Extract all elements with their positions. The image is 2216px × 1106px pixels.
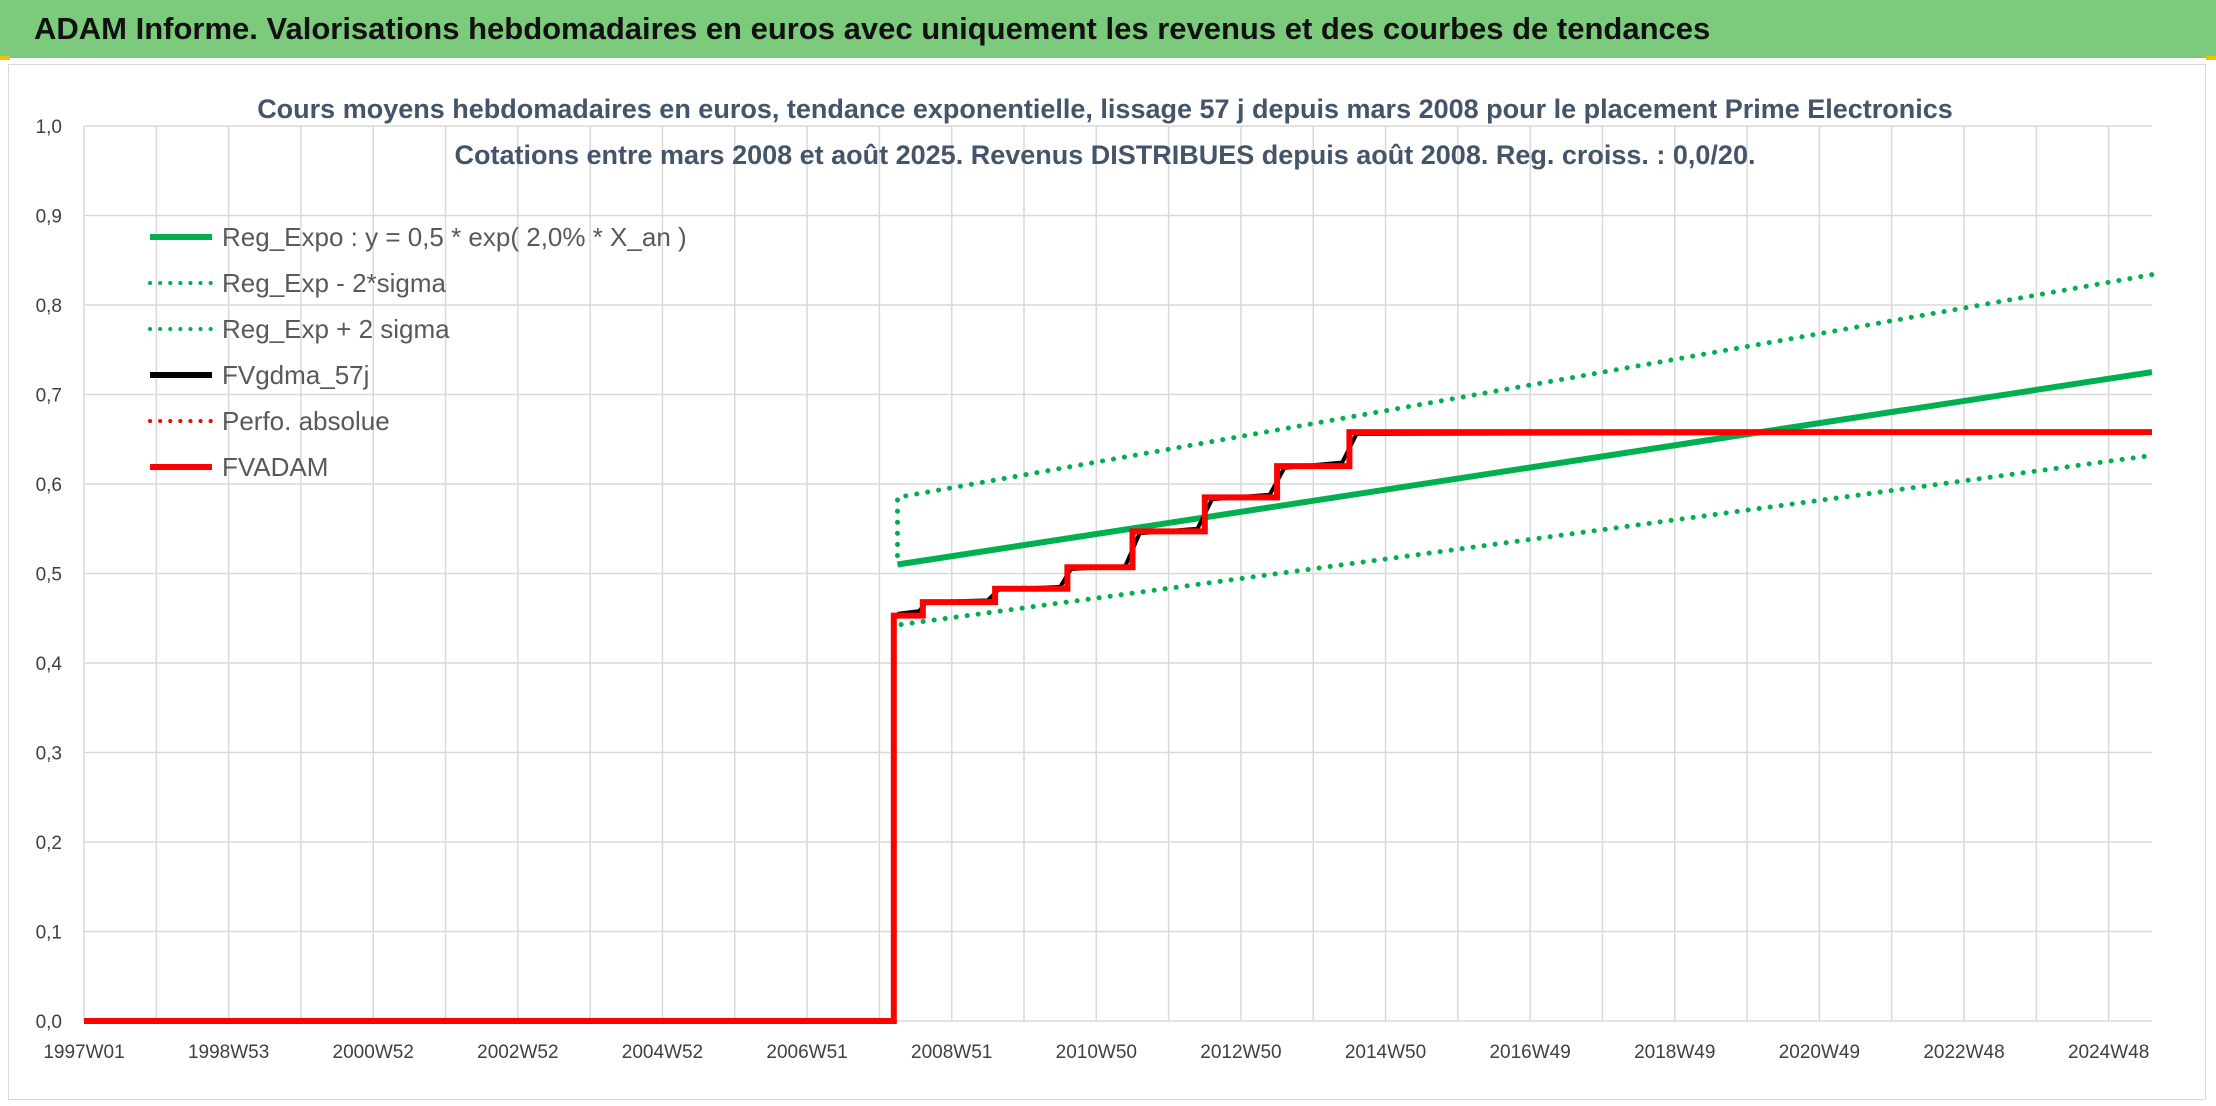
y-tick-label: 1,0 (36, 117, 62, 138)
report-title: ADAM Informe. Valorisations hebdomadaire… (34, 11, 1711, 46)
chart-subtitle: Cotations entre mars 2008 et août 2025. … (455, 140, 1756, 170)
y-tick-label: 0,6 (36, 475, 62, 496)
y-tick-label: 0,5 (36, 565, 62, 586)
x-tick-label: 2002W52 (477, 1042, 558, 1063)
y-tick-label: 0,9 (36, 207, 62, 228)
x-tick-label: 2016W49 (1489, 1042, 1570, 1063)
series-line-0 (897, 369, 2153, 568)
legend-label: FVADAM (222, 452, 328, 482)
chart-titles: Cours moyens hebdomadaires en euros, ten… (257, 94, 1953, 170)
legend-label: Reg_Exp + 2 sigma (222, 314, 450, 344)
plot-area (84, 272, 2155, 1024)
y-tick-label: 0,1 (36, 923, 62, 944)
y-tick-label: 0,3 (36, 744, 62, 765)
axes: 0,0 0,1 0,2 0,3 0,4 0,5 0,6 0,7 0,8 0,9 1,0 1997W01… (36, 117, 2150, 1063)
x-tick-label: 2014W50 (1345, 1042, 1426, 1063)
x-tick-label: 1998W53 (188, 1042, 269, 1063)
x-tick-label: 2010W50 (1056, 1042, 1137, 1063)
legend-label: FVgdma_57j (222, 360, 369, 390)
x-tick-label: 1997W01 (43, 1042, 124, 1063)
y-tick-label: 0,0 (36, 1012, 62, 1033)
x-tick-label: 2018W49 (1634, 1042, 1715, 1063)
legend-label: Reg_Expo : y = 0,5 * exp( 2,0% * X_an ) (222, 222, 687, 252)
grid (83, 125, 2152, 1022)
x-tick-label: 2008W51 (911, 1042, 992, 1063)
y-tick-label: 0,2 (36, 833, 62, 854)
legend-label: Reg_Exp - 2*sigma (222, 268, 447, 298)
x-tick-label: 2000W52 (333, 1042, 414, 1063)
corner-mark-left (0, 56, 10, 60)
series-line-5 (84, 429, 2152, 1024)
x-tick-label: 2012W50 (1200, 1042, 1281, 1063)
legend-label: Perfo. absolue (222, 406, 390, 436)
chart-title: Cours moyens hebdomadaires en euros, ten… (257, 94, 1953, 124)
legend: Reg_Expo : y = 0,5 * exp( 2,0% * X_an ) R… (148, 222, 687, 482)
chart-frame (8, 64, 2206, 1100)
series-line-1 (898, 452, 2155, 627)
y-tick-label: 0,4 (36, 654, 63, 675)
x-tick-label: 2022W48 (1923, 1042, 2004, 1063)
x-tick-label: 2024W48 (2068, 1042, 2149, 1063)
x-tick-label: 2020W49 (1779, 1042, 1860, 1063)
y-tick-label: 0,8 (36, 296, 62, 317)
corner-mark-right (2206, 56, 2216, 60)
y-tick-label: 0,7 (36, 386, 62, 407)
x-tick-label: 2004W52 (622, 1042, 703, 1063)
x-tick-label: 2006W51 (766, 1042, 847, 1063)
report-banner: ADAM Informe. Valorisations hebdomadaire… (0, 0, 2216, 58)
